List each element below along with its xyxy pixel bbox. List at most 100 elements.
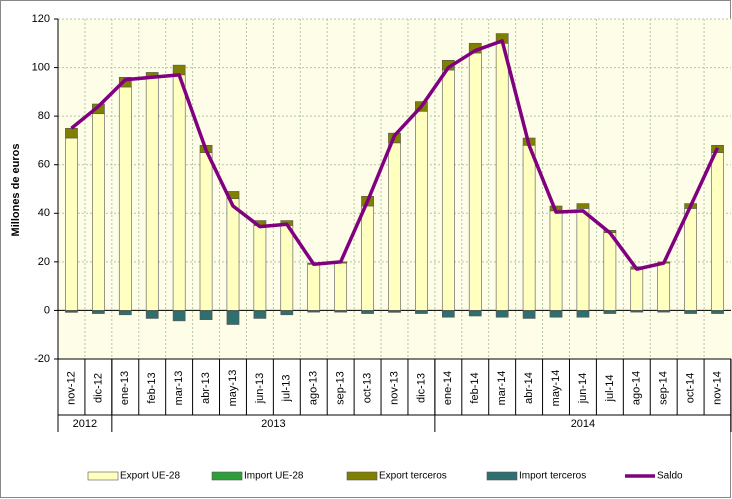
bar: [226, 198, 240, 311]
bar: [307, 310, 321, 313]
bar: [65, 310, 78, 313]
bar: [199, 310, 213, 320]
group-label: 2014: [571, 418, 595, 430]
x-tick-label: ene-13: [119, 371, 131, 405]
x-tick-label: may-13: [227, 370, 239, 407]
bar: [334, 262, 348, 311]
x-tick-label: abr-14: [523, 372, 535, 404]
x-tick-label: mar-14: [496, 371, 508, 406]
bar: [280, 225, 294, 311]
x-tick-label: abr-13: [200, 372, 212, 404]
bar: [172, 310, 186, 322]
bar: [549, 310, 563, 318]
legend-swatch: [346, 471, 378, 481]
bar: [441, 69, 455, 311]
bar: [657, 310, 671, 313]
group-label: 2012: [73, 418, 97, 430]
bar: [603, 310, 617, 314]
bar: [361, 310, 374, 314]
bar: [65, 127, 78, 139]
legend-label: Export terceros: [379, 471, 447, 482]
legend-label: Import terceros: [519, 471, 586, 482]
x-tick-label: jun-13: [254, 373, 266, 405]
bar: [92, 113, 105, 311]
bar: [118, 310, 132, 316]
x-tick-label: ene-14: [442, 371, 454, 405]
bar: [145, 310, 159, 319]
x-tick-label: dic-12: [92, 373, 104, 403]
bar: [711, 310, 724, 314]
y-axis-title: Millones de euros: [10, 144, 22, 237]
legend-label: Export UE-28: [120, 471, 180, 482]
bar: [334, 310, 348, 313]
bar: [684, 310, 697, 314]
bar: [576, 208, 590, 311]
group-label: 2013: [261, 418, 285, 430]
bar: [65, 137, 78, 311]
y-tick-label: 20: [38, 256, 50, 268]
bar: [415, 110, 428, 311]
bar: [118, 86, 132, 311]
bar: [226, 310, 240, 325]
bar: [711, 152, 724, 311]
x-tick-label: ago-14: [631, 371, 643, 405]
bar: [388, 142, 401, 311]
bar: [280, 310, 294, 316]
bar: [468, 310, 482, 317]
bar: [522, 144, 536, 311]
bar: [145, 76, 159, 311]
y-tick-label: 80: [38, 110, 50, 122]
x-tick-label: sep-13: [335, 371, 347, 405]
legend-label: Import UE-28: [244, 471, 304, 482]
y-tick-label: 120: [32, 13, 50, 25]
x-tick-label: jul-14: [604, 375, 616, 403]
y-tick-label: 60: [38, 159, 50, 171]
legend-swatch: [87, 471, 119, 481]
bar: [576, 310, 590, 318]
bar: [576, 203, 590, 209]
x-tick-label: nov-12: [65, 371, 77, 405]
bar: [522, 310, 536, 319]
bar: [495, 42, 509, 311]
bar: [253, 225, 267, 311]
bar: [630, 310, 644, 313]
bar: [441, 310, 455, 318]
bar: [361, 205, 374, 311]
bar: [603, 232, 617, 311]
legend-swatch: [211, 471, 243, 481]
x-tick-label: mar-13: [173, 371, 185, 406]
x-tick-label: feb-13: [146, 372, 158, 403]
bar: [92, 310, 105, 314]
bar: [172, 74, 186, 311]
x-tick-label: nov-14: [711, 371, 723, 405]
x-tick-label: sep-14: [658, 371, 670, 405]
bar: [415, 310, 428, 314]
bar: [630, 268, 644, 311]
bar: [549, 210, 563, 311]
legend-swatch: [486, 471, 518, 481]
x-tick-label: may-14: [550, 370, 562, 407]
legend-label: Saldo: [657, 471, 683, 482]
x-tick-label: dic-13: [415, 373, 427, 403]
bar: [388, 310, 401, 313]
bar: [307, 263, 321, 311]
x-tick-label: jun-14: [577, 373, 589, 405]
bar: [468, 52, 482, 311]
y-tick-label: 0: [44, 304, 50, 316]
x-tick-label: feb-14: [469, 372, 481, 403]
y-tick-label: 100: [32, 61, 50, 73]
y-tick-label: -20: [34, 353, 50, 365]
x-tick-label: oct-13: [361, 373, 373, 404]
x-tick-label: nov-13: [388, 371, 400, 405]
x-tick-label: oct-14: [685, 373, 697, 404]
bar: [253, 310, 267, 319]
bar: [657, 262, 671, 311]
bar: [684, 208, 697, 311]
x-tick-label: jul-13: [281, 375, 293, 403]
y-tick-label: 40: [38, 207, 50, 219]
bar: [495, 310, 509, 318]
x-tick-label: ago-13: [308, 371, 320, 405]
bar: [199, 152, 213, 311]
line: [70, 39, 720, 271]
